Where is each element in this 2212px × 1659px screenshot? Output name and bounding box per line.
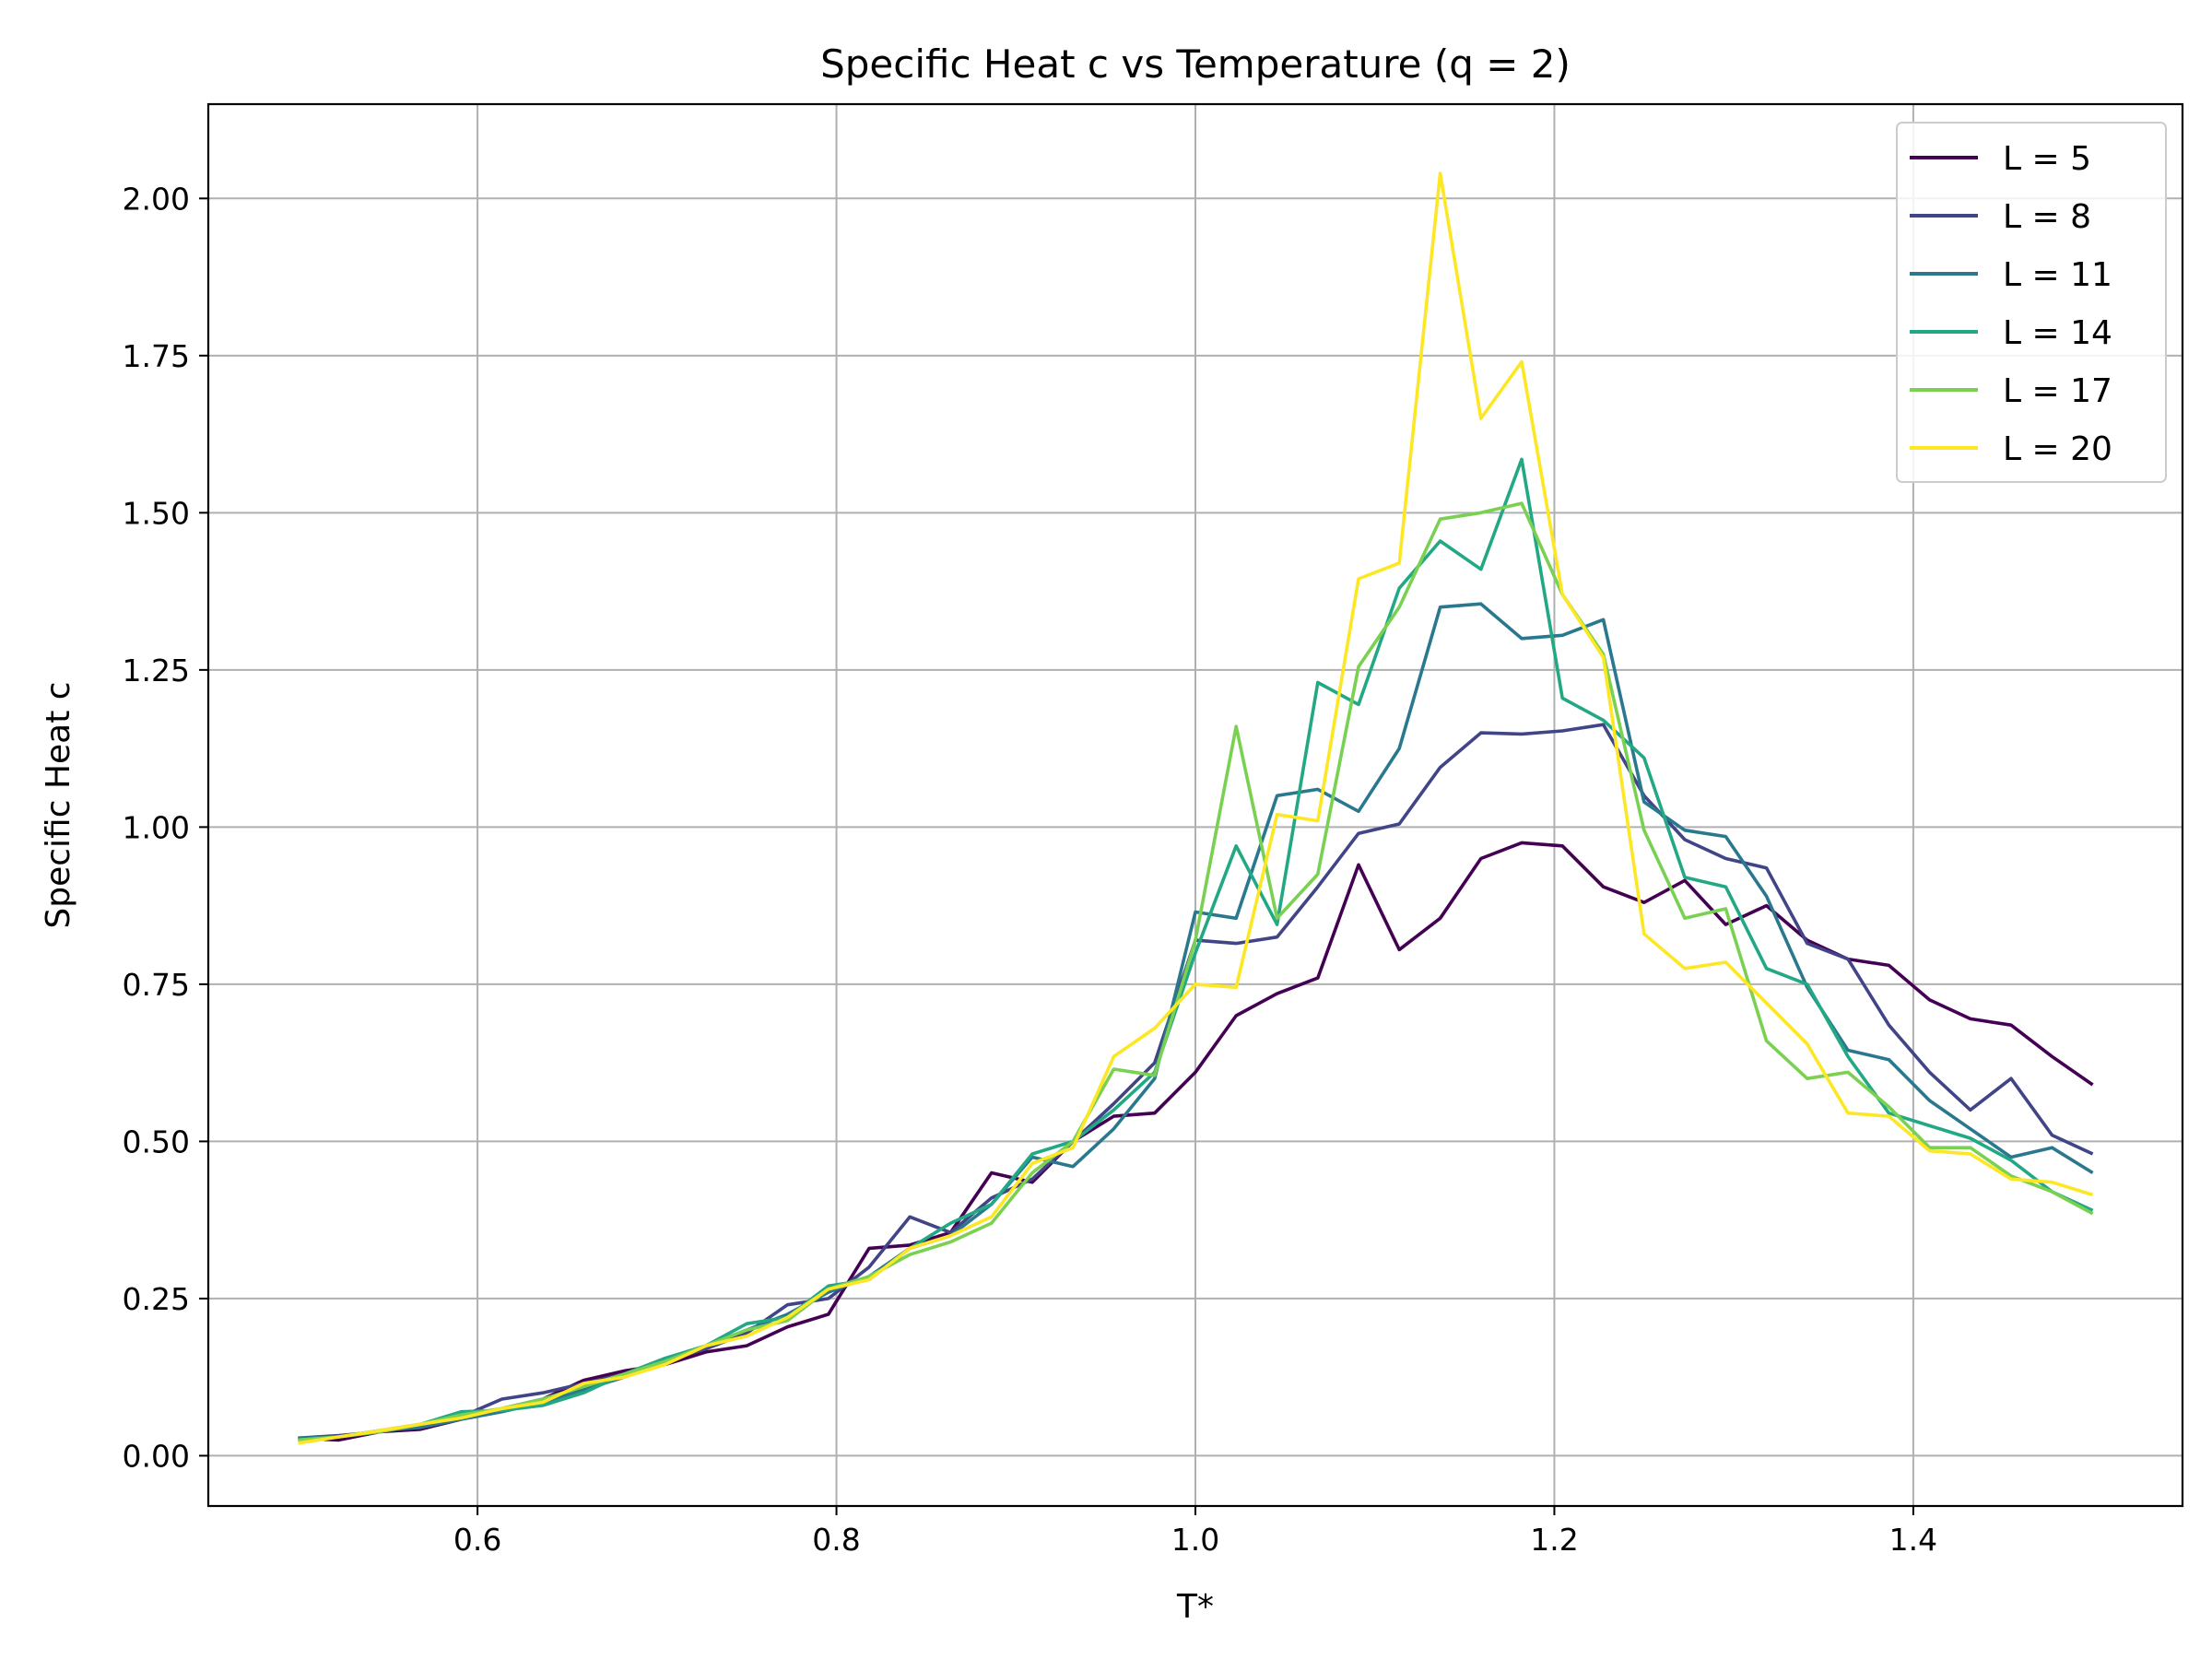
series-line-4 <box>298 457 2094 1442</box>
legend-label: L = 14 <box>2003 314 2112 352</box>
legend-label: L = 5 <box>2003 140 2091 178</box>
legend-label: L = 11 <box>2003 256 2112 294</box>
y-tick-label: 2.00 <box>123 181 190 217</box>
x-tick-label: 1.0 <box>1171 1522 1219 1558</box>
ticks: 0.6 0.8 1.0 1.2 1.4 0.00 0.25 0.50 0.75 1.00 1.25 1… <box>123 181 1938 1558</box>
y-tick-label: 0.25 <box>123 1281 190 1317</box>
y-tick-label: 0.75 <box>123 967 190 1003</box>
x-axis-title: T* <box>1176 1588 1214 1626</box>
y-tick-label: 0.00 <box>123 1438 190 1474</box>
legend-label: L = 8 <box>2003 198 2091 236</box>
legend: L = 5 L = 8 L = 11 L = 14 L = 17 L = 20 <box>1896 122 2167 483</box>
y-tick-label: 0.50 <box>123 1124 190 1159</box>
y-tick-label: 1.00 <box>123 809 190 845</box>
chart-title: Specific Heat c vs Temperature (q = 2) <box>820 41 1571 87</box>
x-tick-label: 1.2 <box>1530 1522 1578 1558</box>
x-tick-label: 1.4 <box>1889 1522 1937 1558</box>
legend-box <box>1896 122 2167 483</box>
y-tick-label: 1.75 <box>123 338 190 374</box>
legend-label: L = 17 <box>2003 372 2112 410</box>
x-tick-label: 0.8 <box>812 1522 860 1558</box>
y-tick-label: 1.25 <box>123 653 190 688</box>
y-tick-label: 1.50 <box>123 495 190 531</box>
legend-label: L = 20 <box>2003 430 2112 468</box>
grid <box>208 104 2183 1506</box>
series-line-1 <box>298 841 2094 1442</box>
x-tick-label: 0.6 <box>453 1522 501 1558</box>
series-lines <box>298 171 2094 1445</box>
series-line-6 <box>298 171 2094 1445</box>
y-axis-title: Specific Heat c <box>40 681 77 928</box>
